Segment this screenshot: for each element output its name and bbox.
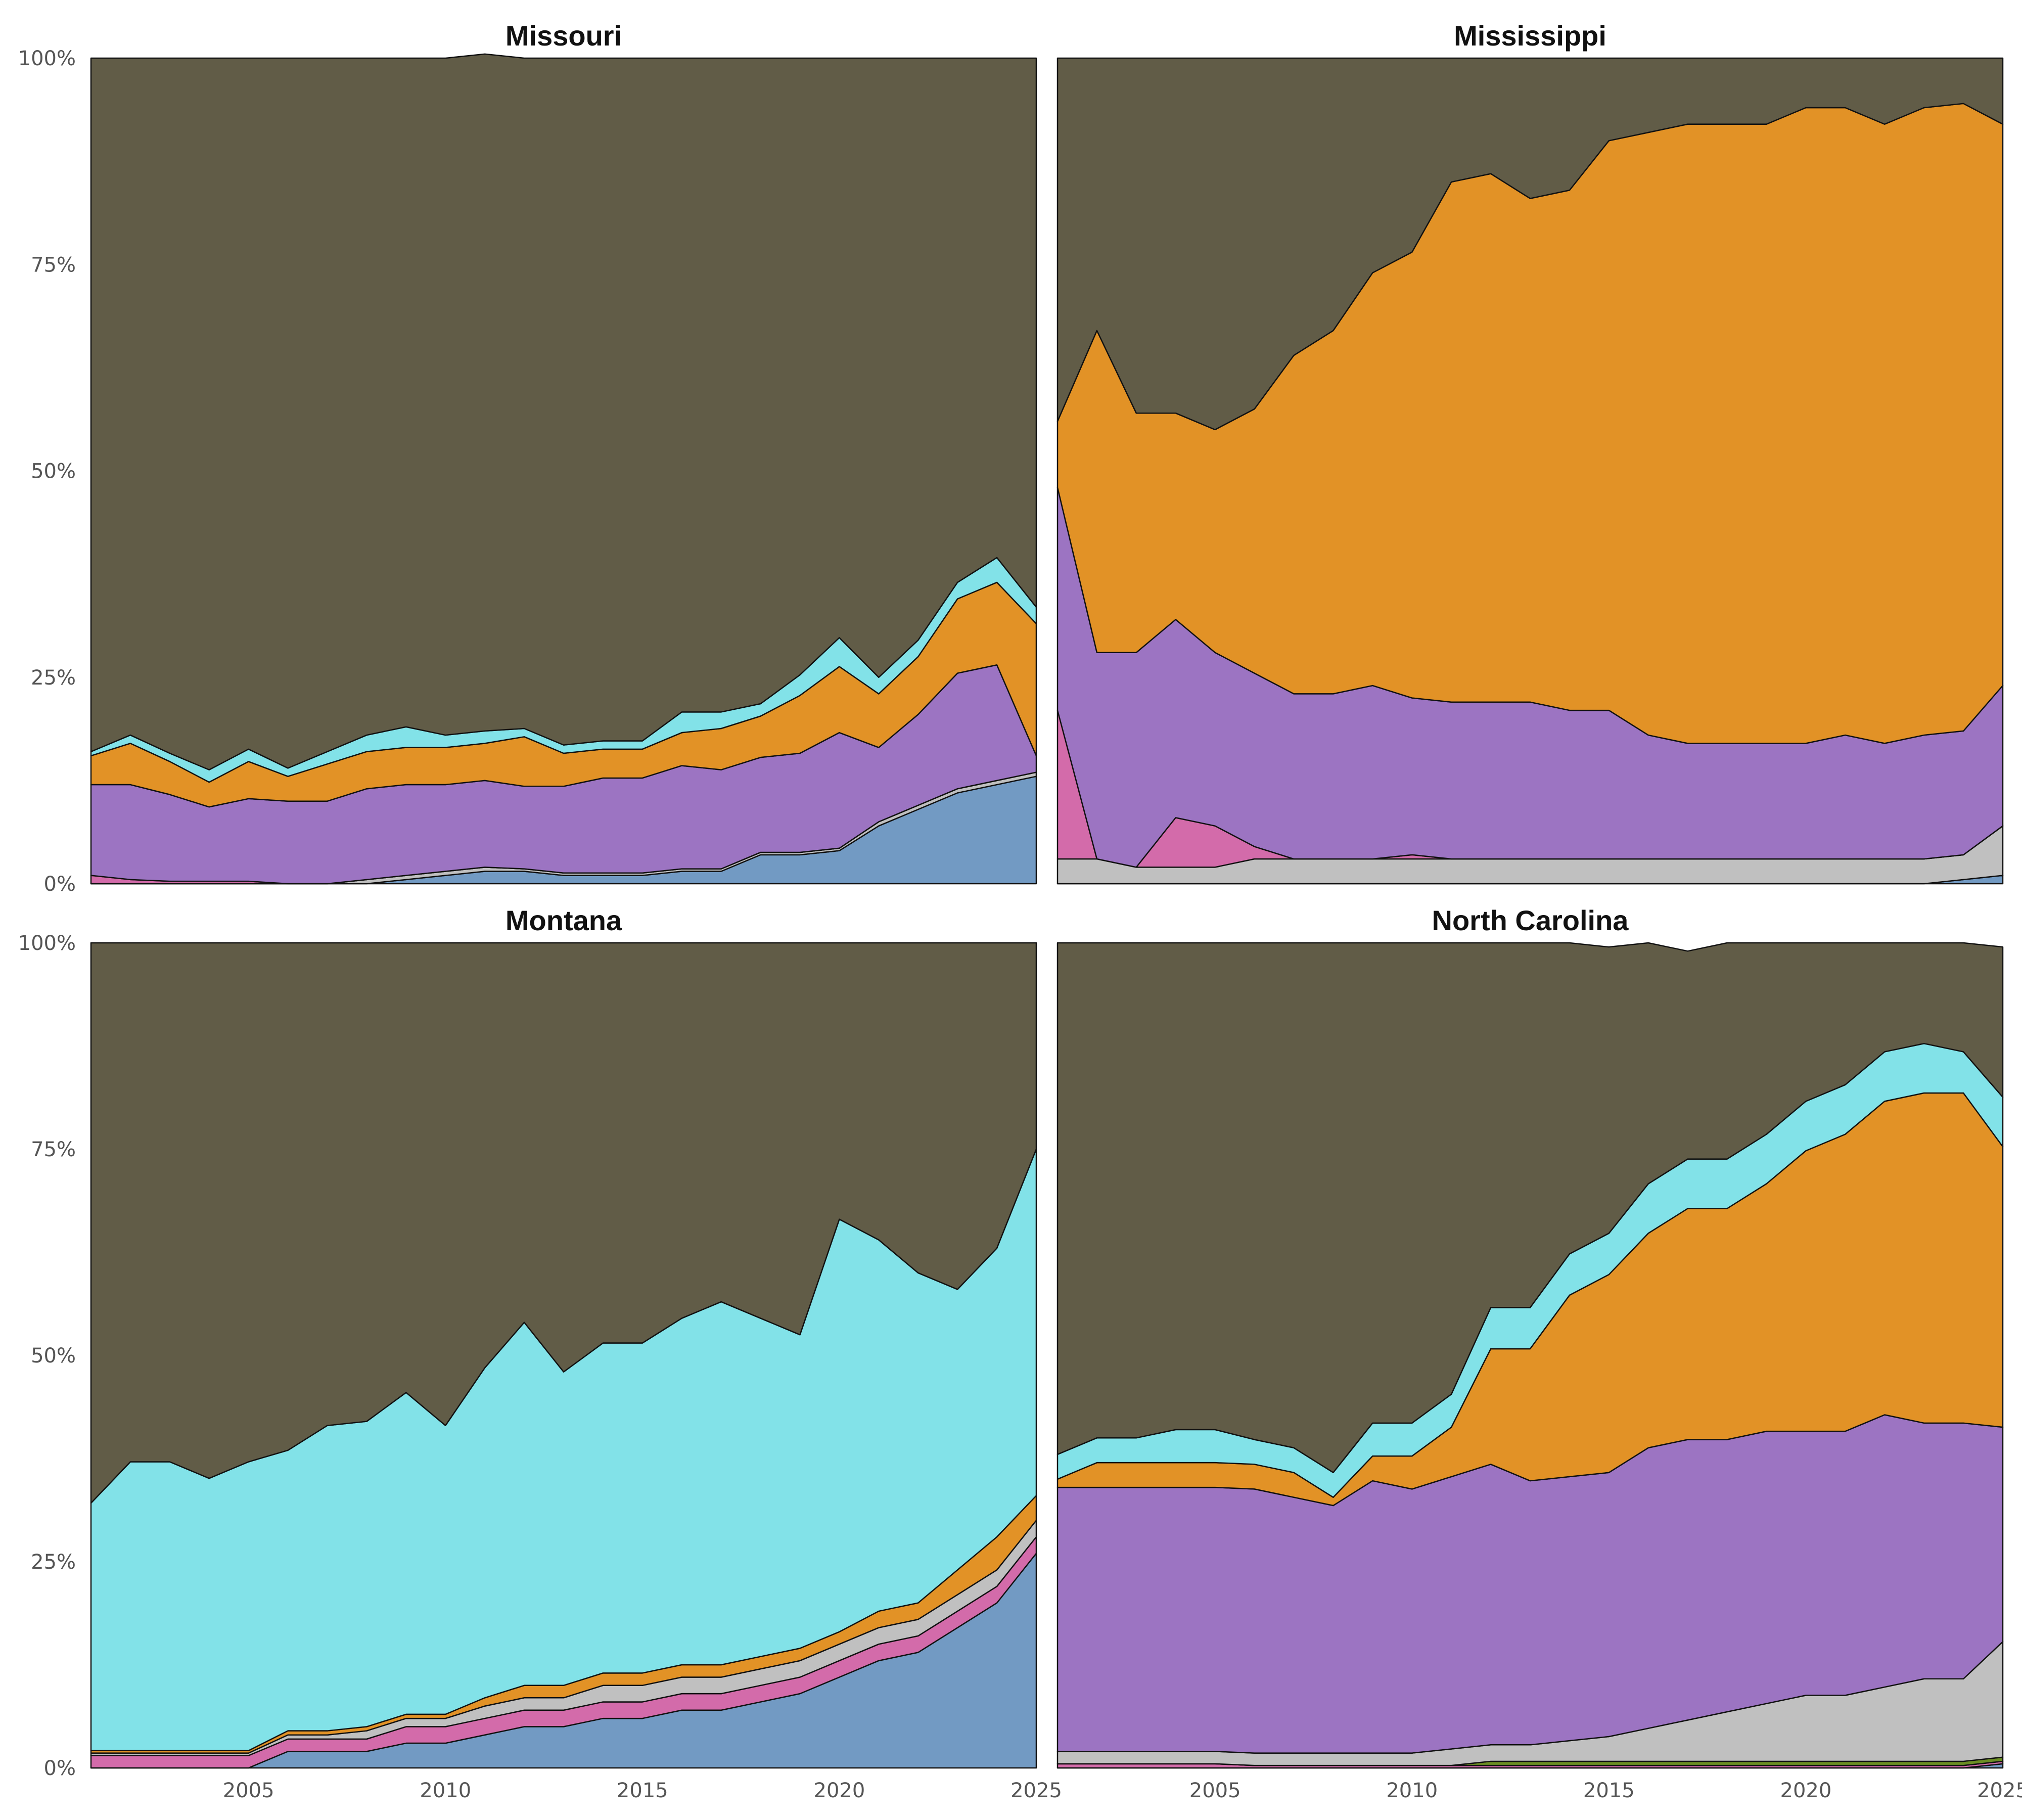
panel-4-x-tick-2: 2010	[1386, 1779, 1438, 1802]
panel-3-x-tick-1: 2005	[223, 1779, 274, 1802]
panel-1-y-tick-5: 100%	[18, 47, 76, 70]
panel-3-y-tick-5: 100%	[18, 932, 76, 955]
panel-3: Montana 0% 25% 50% 75% 100% 2005 2010 2015 2020 20…	[18, 904, 1062, 1802]
panel-3-title: Montana	[505, 904, 622, 936]
panel-4-x-tick-5: 2025	[1977, 1779, 2022, 1802]
panel-3-x-tick-3: 2015	[617, 1779, 668, 1802]
panel-4: North Carolina 2005 2010 2015 2020 2025	[1056, 904, 2022, 1802]
panel-3-area-6	[90, 942, 1037, 1504]
panel-4-area-8	[1056, 942, 2004, 1473]
panel-3-y-tick-3: 50%	[31, 1344, 76, 1368]
panel-4-x-tick-1: 2005	[1189, 1779, 1241, 1802]
panel-3-x-tick-4: 2020	[814, 1779, 865, 1802]
panel-1-y-tick-3: 50%	[31, 460, 76, 483]
panel-1-y-tick-2: 25%	[31, 666, 76, 690]
panel-1-area-7	[90, 53, 1037, 770]
panel-1-y-tick-1: 0%	[44, 873, 76, 896]
panel-2-area-6	[1056, 57, 2004, 431]
panel-3-x-tick-2: 2010	[420, 1779, 471, 1802]
panel-3-x-tick-5: 2025	[1010, 1779, 1062, 1802]
panel-1-title: Missouri	[505, 20, 622, 52]
panel-2-title: Mississippi	[1454, 20, 1606, 52]
panel-4-x-tick-4: 2020	[1780, 1779, 1832, 1802]
panel-2: Mississippi	[1056, 20, 2004, 885]
panel-1: Missouri 0% 25% 50% 75% 100%	[18, 20, 1037, 896]
panel-4-x-tick-3: 2015	[1583, 1779, 1635, 1802]
panel-4-title: North Carolina	[1432, 904, 1629, 936]
panel-3-y-tick-1: 0%	[44, 1757, 76, 1780]
panel-3-y-tick-4: 75%	[31, 1138, 76, 1161]
panel-1-y-tick-4: 75%	[31, 253, 76, 277]
panel-3-y-tick-2: 25%	[31, 1551, 76, 1574]
